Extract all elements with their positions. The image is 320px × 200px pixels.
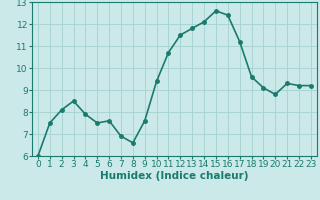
X-axis label: Humidex (Indice chaleur): Humidex (Indice chaleur) bbox=[100, 171, 249, 181]
